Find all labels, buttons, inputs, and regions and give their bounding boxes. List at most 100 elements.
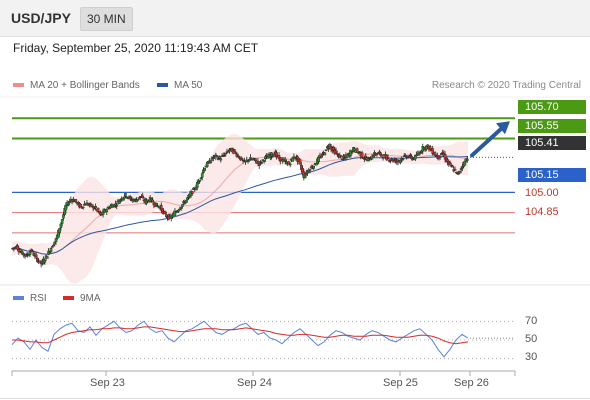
ma20-line xyxy=(11,153,469,255)
candle-body xyxy=(409,154,412,156)
candle-body xyxy=(136,199,140,201)
candle-body xyxy=(203,168,207,171)
candle-body xyxy=(67,203,70,206)
ma9-swatch xyxy=(63,296,74,301)
level-tag-105-55: 105.55 xyxy=(518,119,586,133)
candle-body xyxy=(59,223,63,228)
candle-body xyxy=(223,155,226,157)
candle-body xyxy=(345,154,349,159)
candle-body xyxy=(107,207,111,210)
candle-body xyxy=(463,160,467,166)
rsi-swatch xyxy=(13,296,24,301)
candle-body xyxy=(240,157,244,160)
candle-body xyxy=(68,200,71,203)
candle-body xyxy=(43,260,47,263)
symbol-title: USD/JPY xyxy=(11,10,71,26)
candle-body xyxy=(226,151,230,153)
candle-body xyxy=(247,159,251,162)
candle-body xyxy=(257,163,261,167)
candle-body xyxy=(228,149,231,151)
candle-body xyxy=(141,195,145,199)
candle-body xyxy=(60,219,64,224)
level-tag-105-70: 105.70 xyxy=(518,100,586,114)
candle-body xyxy=(124,193,127,197)
candle-body xyxy=(163,211,167,214)
candle-body xyxy=(132,199,136,202)
legend-ma9: 9MA xyxy=(63,293,101,304)
candle-body xyxy=(308,169,312,171)
candle-body xyxy=(457,172,461,175)
candle-body xyxy=(48,251,52,254)
candle-body xyxy=(99,212,102,215)
candle-body xyxy=(334,150,338,154)
candle-body xyxy=(389,159,392,162)
candle-body xyxy=(31,250,34,252)
candle-body xyxy=(364,155,368,158)
candle-body xyxy=(34,254,38,258)
candle-body xyxy=(38,260,42,263)
candle-body xyxy=(386,157,390,159)
candle-body xyxy=(53,241,56,244)
candle-body xyxy=(438,156,442,159)
level-tag-104-85: 104.85 xyxy=(525,206,559,218)
candle-body xyxy=(122,196,126,200)
candle-body xyxy=(459,168,463,171)
candle-body xyxy=(407,156,411,158)
candle-body xyxy=(155,202,158,206)
rsi-label: RSI xyxy=(30,293,47,304)
ma50-label: MA 50 xyxy=(174,80,203,91)
candle-body xyxy=(453,168,457,171)
candle-body xyxy=(212,157,215,159)
credit-text: Research © 2020 Trading Central xyxy=(431,80,581,91)
candle-body xyxy=(151,199,154,203)
candle-body xyxy=(262,160,266,162)
candle-body xyxy=(161,208,164,214)
bottom-border xyxy=(0,398,590,399)
candle-body xyxy=(314,163,318,166)
rsi-tick-50: 50 xyxy=(525,333,538,345)
candle-body xyxy=(323,152,327,156)
candle-body xyxy=(380,154,384,157)
candle-body xyxy=(32,253,35,256)
candle-body xyxy=(375,153,379,156)
candle-body xyxy=(236,155,240,157)
bollinger-band xyxy=(12,133,468,284)
candle-body xyxy=(249,157,252,159)
timestamp: Friday, September 25, 2020 11:19:43 AM C… xyxy=(13,41,259,55)
candle-body xyxy=(209,161,213,163)
candle-body xyxy=(431,148,435,155)
timeframe-button[interactable]: 30 MIN xyxy=(80,7,133,31)
candle-body xyxy=(190,191,194,194)
x-tick-sep-24: Sep 24 xyxy=(237,377,272,389)
candle-body xyxy=(264,156,267,159)
candle-body xyxy=(115,204,118,207)
candle-body xyxy=(114,203,117,206)
candle-body xyxy=(62,214,65,219)
candle-body xyxy=(234,152,238,155)
candle-body xyxy=(381,157,385,159)
rsi-tick-30: 30 xyxy=(525,351,538,363)
candle-body xyxy=(46,256,49,259)
candle-body xyxy=(184,199,188,203)
candle-body xyxy=(125,196,128,199)
candle-body xyxy=(390,158,394,161)
candle-body xyxy=(74,199,78,203)
candle-body xyxy=(199,177,203,180)
candle-body xyxy=(16,245,19,250)
candle-body xyxy=(321,153,324,156)
candle-body xyxy=(410,155,413,159)
ma20-label: MA 20 + Bollinger Bands xyxy=(30,80,140,91)
candle-body xyxy=(451,165,454,168)
ma50-swatch xyxy=(157,83,168,88)
candle-body xyxy=(52,244,55,247)
candle-body xyxy=(58,227,61,233)
candle-body xyxy=(91,206,95,209)
candle-body xyxy=(339,155,343,157)
candle-body xyxy=(336,153,339,155)
candle-body xyxy=(404,154,407,157)
candle-body xyxy=(54,238,58,243)
candle-body xyxy=(379,152,382,155)
candle-body xyxy=(399,159,402,163)
level-tag-105-15: 105.15 xyxy=(518,168,586,182)
